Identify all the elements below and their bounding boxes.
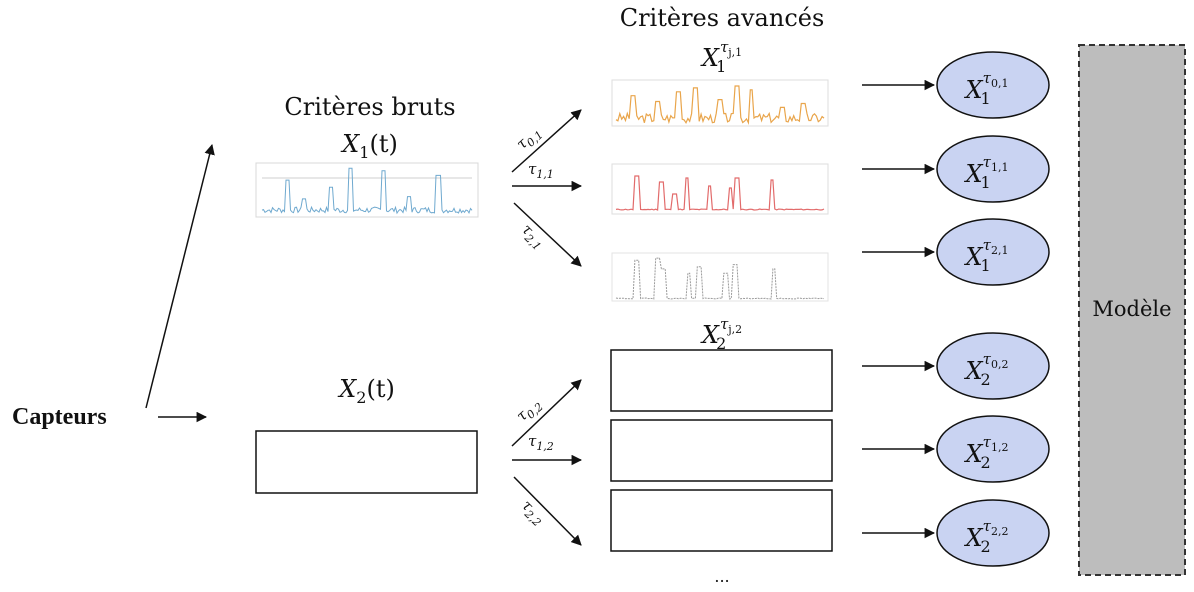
- model-label: Modèle: [1092, 297, 1171, 321]
- transform-label-2-1: τ2,1: [516, 220, 549, 253]
- advanced-criteria-title: Critères avancés: [620, 4, 825, 32]
- svg-text:Xτ1,22: Xτ1,2 2: [964, 433, 1009, 472]
- transform-label-2-2: τ2,2: [516, 496, 549, 529]
- transform-label-1-2: τ1,2: [528, 432, 554, 453]
- transform-arrow-2-1: [513, 202, 582, 267]
- advanced-x2-box-0: [610, 349, 833, 412]
- advanced-x2-label: Xτj,2 2: [700, 315, 742, 353]
- advanced-signal-line-0: [615, 85, 825, 125]
- advanced-signal-line-1: [615, 175, 825, 211]
- transform-arrow-0-2: [511, 379, 582, 447]
- advanced-x1-plot-0: [611, 79, 829, 127]
- raw-criteria-title: Critères bruts: [284, 93, 455, 121]
- sensors-label: Capteurs: [12, 404, 107, 430]
- advanced-signal-line-2: [615, 257, 825, 300]
- output-node-3: Xτ0,2 2: [936, 332, 1050, 400]
- raw-x1-signal-line: [261, 167, 473, 215]
- advanced-x1-plot-1: [611, 163, 829, 215]
- output-node-4: Xτ1,2 2: [936, 415, 1050, 483]
- svg-text:Xτ1,11: Xτ1,1 1: [964, 153, 1009, 192]
- transform-label-1-1: τ1,1: [528, 160, 554, 181]
- svg-text:Xτ2,22: Xτ2,2 2: [964, 517, 1009, 556]
- output-node-1: Xτ1,1 1: [936, 135, 1050, 203]
- output-node-2: Xτ2,1 1: [936, 218, 1050, 286]
- output-node-0: Xτ0,1 1: [936, 51, 1050, 119]
- advanced-x2-box-2: [610, 489, 833, 552]
- transform-label-0-1: τ0,1: [513, 122, 546, 155]
- raw-x1-plot: [255, 162, 479, 218]
- advanced-x2-box-1: [610, 419, 833, 482]
- ellipsis: ...: [714, 567, 729, 586]
- svg-text:Xτ0,22: Xτ0,2 2: [964, 350, 1009, 389]
- transform-arrow-0-1: [511, 109, 582, 173]
- transform-label-0-2: τ0,2: [513, 394, 546, 427]
- advanced-x1-label: Xτj,1 1: [700, 38, 742, 76]
- raw-x1-label: X1(t): [340, 130, 398, 162]
- advanced-x1-plot-2: [611, 252, 829, 302]
- svg-text:Xτ2,11: Xτ2,1 1: [964, 236, 1009, 275]
- svg-text:Xτ0,11: Xτ0,1 1: [964, 69, 1009, 108]
- raw-x2-box: [255, 430, 478, 494]
- model-box: [1078, 44, 1186, 576]
- output-node-5: Xτ2,2 2: [936, 499, 1050, 567]
- sensors-to-x1-arrow: [145, 143, 215, 409]
- transform-arrow-2-2: [513, 476, 582, 546]
- raw-x2-label: X2(t): [337, 375, 395, 407]
